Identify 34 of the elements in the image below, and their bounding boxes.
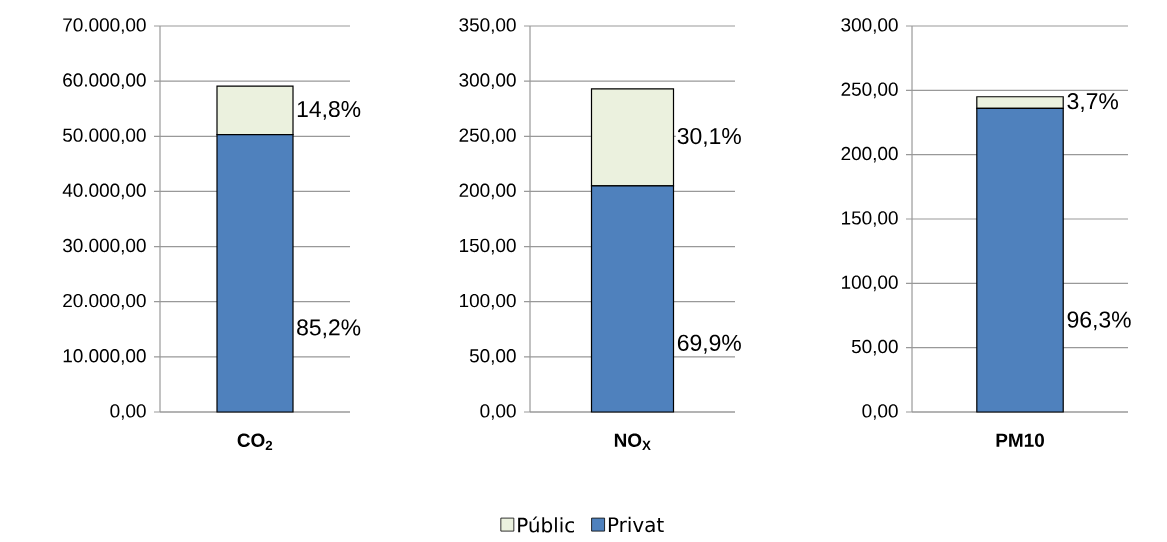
y-tick-label: 20.000,00	[63, 293, 146, 310]
y-tick-label: 250,00	[459, 128, 516, 145]
y-tick-label: 0,00	[480, 404, 516, 420]
y-tick-label: 300,00	[841, 18, 898, 34]
annotation: 3,7%	[1067, 93, 1118, 113]
y-tick-label: 50,00	[851, 339, 898, 356]
y-tick-label: 60.000,00	[63, 73, 146, 89]
y-tick-label: 50,00	[469, 349, 516, 365]
annotation: 96,3%	[1067, 311, 1131, 331]
y-tick-label: 70.000,00	[63, 18, 146, 34]
annotation: 14,8%	[297, 100, 361, 120]
y-tick-label: 300,00	[459, 73, 516, 89]
y-tick-label: 100,00	[842, 275, 898, 292]
y-tick-label: 200,00	[459, 183, 516, 200]
y-tick-label: 30.000,00	[62, 238, 146, 255]
legend-label: Privat	[608, 516, 664, 533]
y-tick-label: 40.000,00	[62, 183, 146, 200]
y-tick-label: 150,00	[460, 238, 516, 255]
y-tick-label: 150,00	[842, 211, 898, 227]
annotation: 85,2%	[297, 319, 361, 339]
y-tick-label: 0,00	[110, 404, 146, 420]
x-tick-label: PM10	[996, 433, 1044, 447]
annotation: 69,9%	[677, 334, 741, 354]
y-tick-label: 200,00	[841, 146, 898, 163]
y-tick-label: 250,00	[841, 82, 898, 99]
y-tick-label: 350,00	[459, 18, 516, 34]
y-tick-label: 100,00	[460, 293, 516, 310]
x-tick-label: CO$_{2}$	[237, 433, 273, 451]
annotation: 30,1%	[677, 127, 741, 147]
y-tick-label: 10.000,00	[63, 349, 146, 365]
legend-label: Públic	[518, 516, 574, 533]
y-tick-label: 0,00	[862, 404, 898, 420]
x-tick-label: NO$_{X}$	[614, 433, 651, 450]
y-tick-label: 50.000,00	[63, 128, 146, 145]
